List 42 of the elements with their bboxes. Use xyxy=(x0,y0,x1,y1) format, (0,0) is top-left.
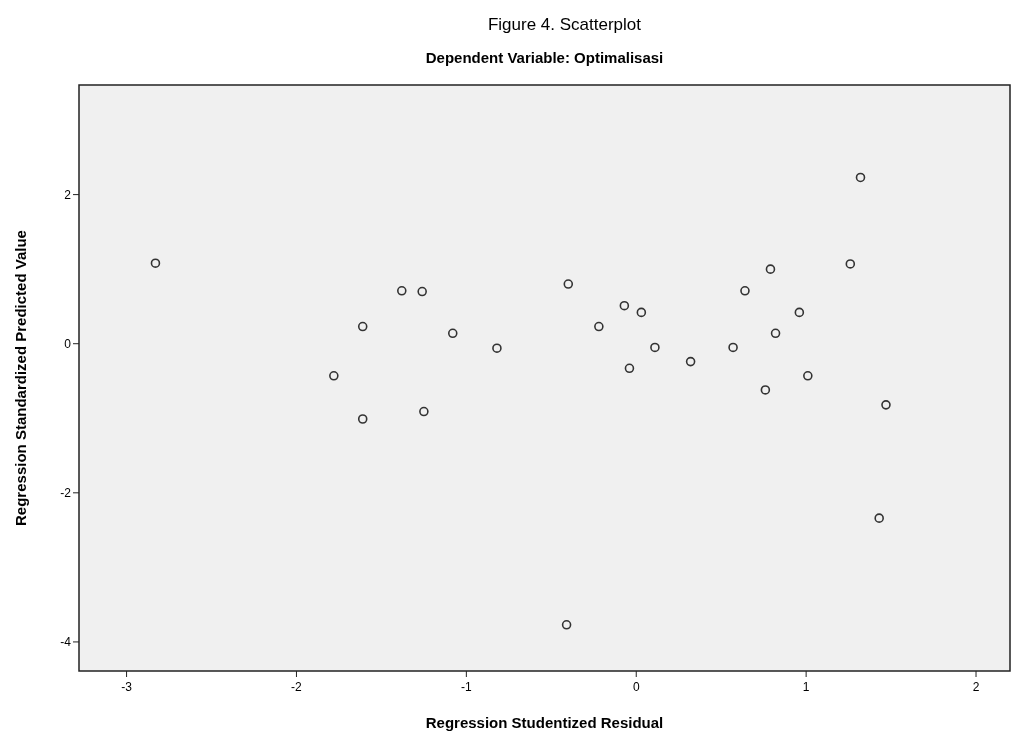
point xyxy=(417,286,427,297)
point xyxy=(619,300,630,311)
y-tick-label: 0 xyxy=(64,336,72,351)
point xyxy=(397,285,407,296)
x-tick-label: -2 xyxy=(291,680,303,694)
point xyxy=(855,172,866,183)
point xyxy=(561,619,572,630)
point xyxy=(150,258,161,268)
point xyxy=(770,328,781,339)
y-tick-label: -4 xyxy=(60,634,72,649)
chart-title: Figure 4. Scatterplot xyxy=(487,15,642,34)
point xyxy=(329,370,339,381)
point xyxy=(357,414,368,424)
point xyxy=(357,321,368,332)
point xyxy=(794,307,805,318)
point xyxy=(760,385,771,395)
point xyxy=(740,285,750,296)
point xyxy=(881,400,891,410)
y-axis-title: Regression Standardized Predicted Value xyxy=(12,230,29,526)
point xyxy=(765,264,776,274)
point xyxy=(492,343,502,353)
x-tick-label: -3 xyxy=(121,680,133,694)
x-axis-title: Regression Studentized Residual xyxy=(425,714,664,731)
x-tick-label: -1 xyxy=(461,680,473,694)
chart-subtitle: Dependent Variable: Optimalisasi xyxy=(425,49,664,66)
x-tick-label: 1 xyxy=(802,680,810,694)
x-tick-label: 0 xyxy=(632,680,640,694)
point xyxy=(728,342,738,353)
point xyxy=(685,356,696,367)
point xyxy=(624,363,635,374)
point xyxy=(419,406,429,417)
point xyxy=(803,370,813,381)
y-tick-label: -2 xyxy=(60,485,72,500)
y-tick-label: 2 xyxy=(64,187,72,202)
point xyxy=(594,321,604,332)
point xyxy=(650,342,660,353)
point xyxy=(563,279,574,289)
point xyxy=(636,307,647,318)
point xyxy=(845,259,856,269)
point xyxy=(874,513,884,523)
point xyxy=(447,328,458,339)
x-tick-label: 2 xyxy=(972,680,980,694)
